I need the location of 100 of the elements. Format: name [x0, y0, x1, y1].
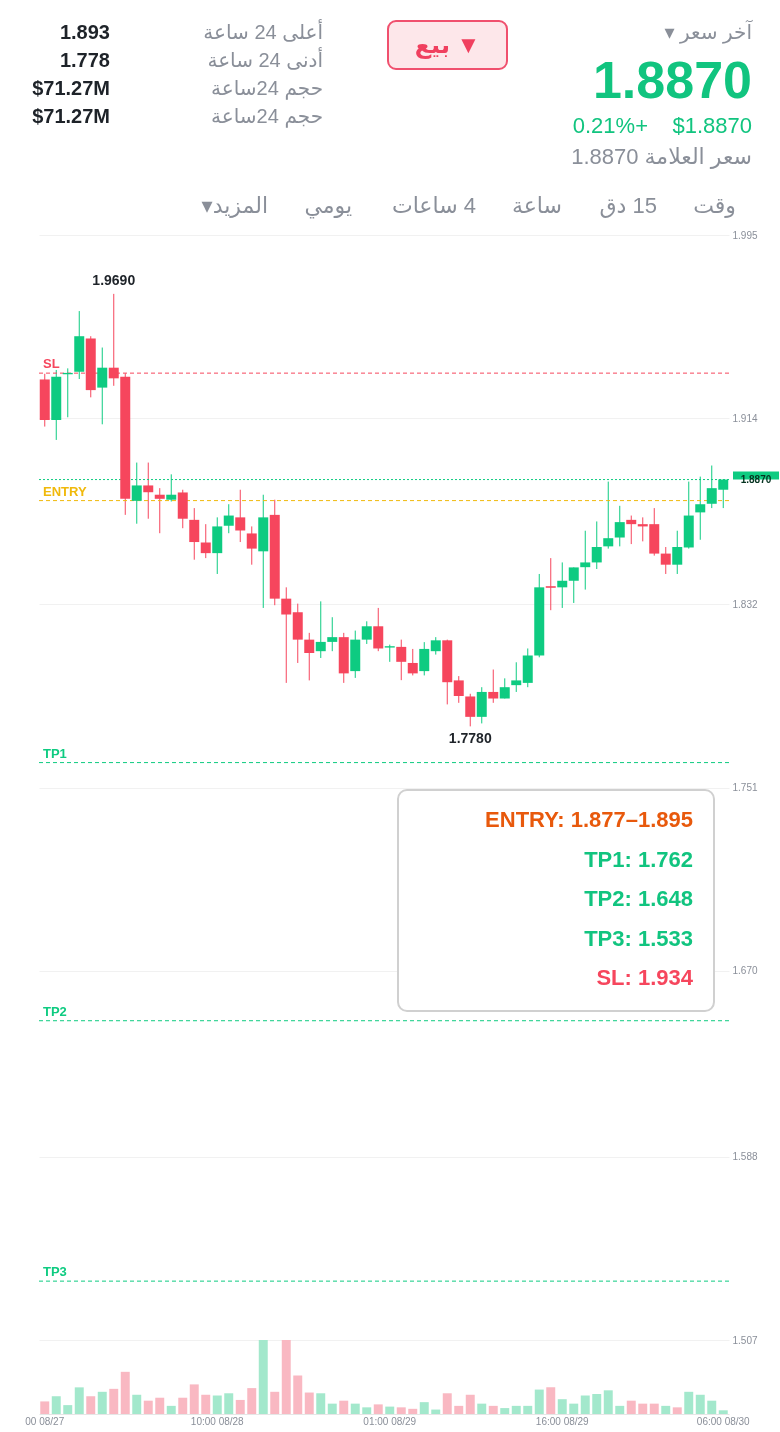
bar	[339, 1400, 349, 1414]
candlestick	[97, 347, 108, 425]
ref-line-label: 1.8870	[740, 473, 772, 485]
bar	[143, 1400, 153, 1414]
candlestick	[396, 639, 407, 681]
y-tick-label: 1.832	[732, 598, 758, 610]
candlestick	[315, 600, 326, 659]
candlestick	[154, 487, 165, 534]
bar	[281, 1340, 291, 1414]
bar	[580, 1395, 590, 1414]
text: وقت	[693, 192, 736, 220]
candlestick	[660, 546, 671, 575]
candlestick	[361, 620, 372, 645]
candlestick	[557, 561, 568, 609]
bar	[304, 1392, 314, 1414]
bar	[603, 1390, 613, 1414]
bar	[488, 1405, 498, 1414]
candlestick	[304, 632, 315, 681]
bar	[569, 1403, 579, 1414]
candlestick	[143, 462, 154, 520]
text: 4 ساعات	[391, 192, 476, 220]
candlestick	[603, 481, 614, 550]
bar	[109, 1388, 119, 1414]
bar	[132, 1394, 142, 1414]
bar	[362, 1407, 372, 1414]
candlestick	[626, 515, 637, 545]
candlestick	[580, 530, 591, 591]
annotation: TP3: 1.533	[584, 925, 693, 952]
bar	[638, 1403, 648, 1414]
bar	[350, 1403, 360, 1414]
x-tick-label: 06:00 08/30	[696, 1415, 751, 1427]
bar	[695, 1394, 705, 1414]
candlestick	[465, 693, 476, 727]
text: $71.27M	[32, 104, 110, 128]
x-tick-label: 01:00 08/29	[363, 1415, 417, 1427]
bar	[51, 1396, 61, 1414]
annotation: ENTRY: 1.877–1.895	[485, 807, 693, 834]
text: ساعة	[511, 192, 562, 220]
bar	[97, 1391, 107, 1414]
bar	[661, 1405, 671, 1414]
candlestick	[246, 525, 257, 566]
bar	[235, 1399, 245, 1414]
candlestick	[373, 607, 384, 652]
text: حجم 24ساعة	[211, 104, 323, 128]
text: يومي	[304, 192, 352, 220]
bar	[546, 1387, 556, 1414]
ref-line-label: SL	[43, 356, 60, 372]
candlestick	[453, 675, 464, 704]
bar	[166, 1405, 176, 1414]
candlestick	[327, 616, 338, 652]
text: المزيد▾	[201, 192, 268, 220]
text: 1.8870	[592, 49, 752, 111]
y-tick-label: 1.588	[732, 1151, 758, 1163]
bar	[592, 1394, 602, 1414]
candlestick	[419, 641, 430, 676]
candlestick	[591, 520, 602, 570]
text: $71.27M	[32, 76, 110, 100]
text: سعر العلامة 1.8870	[571, 143, 752, 171]
bar	[201, 1394, 211, 1414]
bar	[419, 1402, 429, 1414]
bar	[258, 1340, 268, 1414]
bar	[293, 1375, 303, 1414]
y-tick-label: 1.914	[732, 412, 758, 424]
text: حجم 24ساعة	[211, 76, 323, 100]
bar	[523, 1405, 533, 1414]
annotation: SL: 1.934	[596, 965, 693, 992]
bar	[178, 1397, 188, 1414]
bar	[396, 1407, 406, 1414]
candlestick	[568, 566, 579, 604]
candlestick	[407, 648, 418, 676]
ref-line-label: TP2	[43, 1003, 67, 1019]
ref-line-label: ENTRY	[43, 483, 87, 499]
bar	[672, 1407, 682, 1414]
y-tick-label: 1.507	[732, 1334, 758, 1346]
annotation: 1.9690	[92, 271, 136, 288]
bar	[270, 1391, 280, 1414]
text: +0.21%	[572, 112, 648, 140]
candlestick	[488, 669, 499, 704]
bar	[63, 1405, 73, 1414]
bar	[155, 1397, 165, 1414]
candlestick	[200, 523, 211, 559]
x-tick-label: 00 08/27	[25, 1415, 65, 1427]
bar	[40, 1401, 50, 1414]
annotation: 1.7780	[448, 730, 492, 747]
candlestick	[499, 677, 510, 700]
bar	[224, 1393, 234, 1414]
candlestick	[511, 661, 522, 693]
x-tick-label: 16:00 08/29	[535, 1415, 590, 1427]
bar	[511, 1405, 521, 1414]
candlestick	[189, 507, 200, 561]
text: 15 دق	[599, 192, 657, 220]
bar	[189, 1384, 199, 1414]
bar	[500, 1408, 510, 1414]
bar	[557, 1399, 567, 1414]
bar	[477, 1403, 487, 1414]
bar	[534, 1389, 544, 1414]
bar	[373, 1404, 383, 1414]
bar	[212, 1395, 222, 1414]
bar	[247, 1388, 257, 1414]
candlestick	[281, 586, 292, 684]
